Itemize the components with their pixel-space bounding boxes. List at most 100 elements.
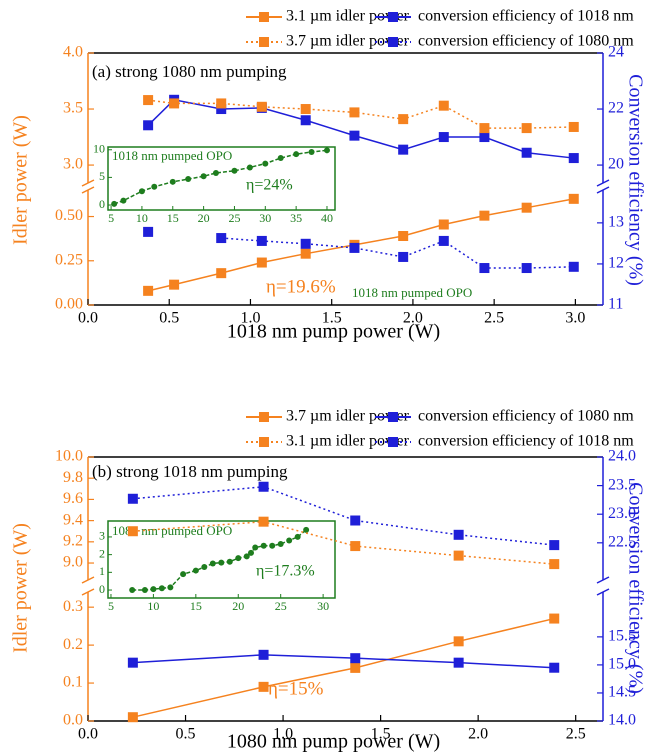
y2-axis-label: Conversion efficiency (%) (624, 74, 646, 286)
data-point (568, 153, 579, 164)
data-point (247, 549, 254, 556)
inset-y-tick-label: 2 (99, 546, 105, 560)
panel: 0.0 0.5 1.0 1.5 2.0 2.5 3.0 0.00 0.25 0.50 3.0 3.5 4… (10, 8, 647, 343)
inset-x-tick-label: 15 (190, 599, 202, 613)
y2-tick-label: 22 (608, 100, 624, 117)
data-point (143, 95, 154, 106)
inset-x-tick-label: 20 (232, 599, 244, 613)
axis-break (81, 179, 95, 187)
data-point (549, 662, 560, 673)
data-point (568, 261, 579, 272)
data-point (521, 202, 532, 213)
data-point (398, 144, 409, 155)
inset-y-tick-label: 0 (99, 582, 105, 596)
data-point (127, 657, 138, 668)
data-point (141, 587, 148, 594)
data-point (201, 564, 208, 571)
data-point (258, 481, 269, 492)
data-point (300, 115, 311, 126)
axis-break (81, 576, 95, 584)
data-point (231, 167, 238, 174)
y2-tick-label: 14.5 (608, 684, 636, 701)
data-point (398, 251, 409, 262)
inset-x-tick-label: 35 (290, 211, 302, 225)
y-tick-label: 3.0 (63, 156, 83, 173)
x-tick-label: 0.5 (159, 310, 179, 327)
inset-title: 1080 nm pumped OPO (112, 523, 232, 538)
y2-tick-label: 14.0 (608, 712, 636, 729)
data-point (216, 104, 227, 115)
data-point (350, 515, 361, 526)
data-point (521, 147, 532, 158)
x-tick-label: 1.0 (240, 310, 260, 327)
x-tick-label: 1.5 (322, 310, 342, 327)
legend-marker (388, 412, 398, 422)
data-point (350, 662, 361, 673)
data-point (127, 526, 138, 537)
legend-label: conversion efficiency of 1080 nm (418, 33, 634, 50)
data-point (169, 279, 180, 290)
y-tick-label: 0.50 (55, 207, 83, 224)
inset-y-tick-label: 0 (99, 197, 105, 211)
annotation: η=19.6% (266, 276, 336, 297)
y2-tick-label: 20 (608, 156, 624, 173)
legend-label: 3.1 µm idler power (286, 8, 410, 25)
data-point (323, 147, 330, 154)
data-point (453, 529, 464, 540)
data-point (258, 516, 269, 527)
y2-tick-label: 22.5 (608, 533, 636, 550)
data-point (127, 493, 138, 504)
inset-x-tick-label: 30 (259, 211, 271, 225)
data-point (150, 586, 157, 593)
data-point (218, 559, 225, 566)
data-point (143, 120, 154, 131)
series-line (132, 485, 555, 546)
y2-tick-label: 13 (608, 214, 624, 231)
inset-x-tick-label: 10 (147, 599, 159, 613)
annotation: (b) strong 1018 nm pumping (92, 462, 288, 481)
data-point (111, 200, 118, 207)
inset-title: 1018 nm pumped OPO (112, 148, 232, 163)
x-tick-label: 2.5 (566, 726, 586, 743)
data-point (300, 238, 311, 249)
data-point (200, 173, 207, 180)
data-point (300, 248, 311, 259)
data-point (349, 107, 360, 118)
x-tick-label: 0.0 (78, 726, 98, 743)
inset-x-tick-label: 15 (167, 211, 179, 225)
data-point (521, 263, 532, 274)
data-point (479, 263, 490, 274)
data-point (192, 567, 199, 574)
data-point (209, 560, 216, 567)
data-point (260, 542, 267, 549)
y2-tick-label: 23.5 (608, 476, 636, 493)
data-point (308, 148, 315, 155)
legend-label: conversion efficiency of 1018 nm (418, 8, 634, 25)
y-tick-label: 0.25 (55, 251, 83, 268)
axis-break (596, 576, 610, 584)
data-point (350, 653, 361, 664)
data-point (549, 613, 560, 624)
data-point (453, 636, 464, 647)
inset-x-tick-label: 25 (228, 211, 240, 225)
y-tick-label: 9.8 (63, 469, 83, 486)
data-point (438, 100, 449, 111)
data-point (158, 585, 165, 592)
series-line (132, 617, 555, 718)
inset-x-tick-label: 5 (108, 599, 114, 613)
y2-tick-label: 24 (608, 44, 624, 61)
series-line (221, 237, 574, 269)
x-tick-label: 2.0 (403, 310, 423, 327)
y-tick-label: 0.0 (63, 712, 83, 729)
y-tick-label: 0.1 (63, 674, 83, 691)
data-point (143, 285, 154, 296)
inset-annotation: η=24% (246, 177, 293, 194)
data-point (180, 571, 187, 578)
y-tick-label: 9.0 (63, 554, 83, 571)
data-point (438, 132, 449, 143)
data-point (568, 121, 579, 132)
data-point (258, 681, 269, 692)
data-point (185, 176, 192, 183)
data-point (235, 555, 242, 562)
